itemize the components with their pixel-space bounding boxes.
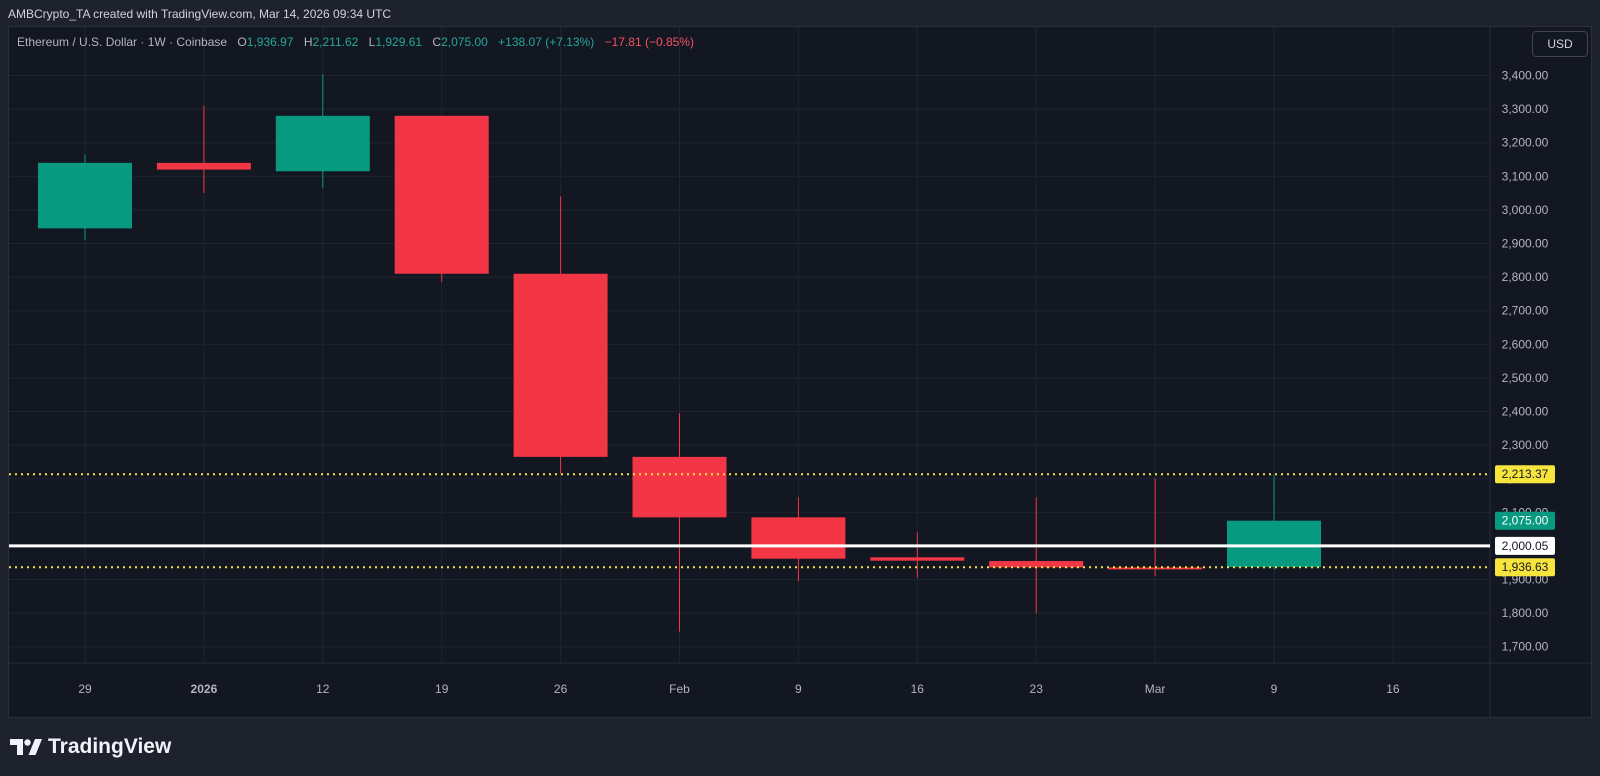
price-axis-badge-label: 2,213.37 [1502,467,1549,481]
candle-body[interactable] [513,273,608,457]
close-label: C [432,35,442,49]
y-tick-label: 2,900.00 [1502,237,1549,251]
low-value: 1,929.61 [375,35,423,49]
high-value: 2,211.62 [312,35,359,49]
open-value: 1,936.97 [246,35,294,49]
x-tick-label: Feb [669,682,690,696]
candle-body[interactable] [870,557,965,561]
x-tick-label: 2026 [191,682,218,696]
y-tick-label: 2,800.00 [1502,270,1549,284]
low-label: L [368,35,376,49]
x-tick-label: 23 [1030,682,1044,696]
symbol-title[interactable]: Ethereum / U.S. Dollar · 1W · Coinbase [17,35,228,49]
price-axis-badge [1495,536,1555,555]
x-tick-label: 19 [435,682,449,696]
y-tick-label: 2,700.00 [1502,304,1549,318]
candle-body[interactable] [1227,520,1321,568]
chart-frame[interactable] [8,26,1592,718]
x-tick-label: 29 [78,682,92,696]
candle-body[interactable] [989,561,1084,568]
change-value: +138.07 (+7.13%) [498,35,595,49]
x-tick-label: 9 [795,682,802,696]
candle-body[interactable] [632,456,727,518]
y-tick-label: 3,300.00 [1502,102,1549,116]
candle-body[interactable] [751,517,846,559]
y-tick-label: 3,100.00 [1502,169,1549,183]
candle-body[interactable] [38,162,132,229]
y-tick-label: 2,500.00 [1502,371,1549,385]
high-label: H [303,35,313,49]
price-axis-badge [1495,511,1555,530]
x-tick-label: 16 [1386,682,1400,696]
tradingview-logo-icon [10,739,42,755]
x-tick-label: 26 [554,682,568,696]
symbol-legend: Ethereum / U.S. Dollar · 1W · Coinbase O… [17,35,694,49]
top-bar: AMBCrypto_TA created with TradingView.co… [0,0,1600,26]
open-label: O [237,35,247,49]
x-tick-label: 9 [1271,682,1278,696]
chart-credit: AMBCrypto_TA created with TradingView.co… [8,7,392,21]
price-axis-badge [1495,558,1555,577]
candle-body[interactable] [156,162,251,170]
brand-name: TradingView [48,735,172,758]
candle-body[interactable] [394,115,489,274]
y-tick-label: 3,000.00 [1502,203,1549,217]
candle-body[interactable] [275,115,370,172]
price-axis-badge-label: 1,936.63 [1502,560,1549,574]
price-axis-badge-label: 2,000.05 [1502,539,1549,553]
y-tick-label: 2,300.00 [1502,438,1549,452]
price-axis-badge-label: 2,075.00 [1502,514,1549,528]
x-tick-label: Mar [1145,682,1166,696]
y-tick-label: 1,700.00 [1502,640,1549,654]
x-tick-label: 16 [911,682,925,696]
price-axis-badge [1495,465,1555,484]
close-value: 2,075.00 [441,35,488,49]
candle-body[interactable] [1108,567,1203,570]
y-tick-label: 2,600.00 [1502,337,1549,351]
y-tick-label: 1,800.00 [1502,606,1549,620]
currency-button[interactable]: USD [1532,31,1588,57]
y-tick-label: 3,200.00 [1502,136,1549,150]
tradingview-brand[interactable]: TradingView [10,732,171,762]
secondary-change-value: −17.81 (−0.85%) [604,35,694,49]
y-tick-label: 3,400.00 [1502,69,1549,83]
y-tick-label: 2,400.00 [1502,405,1549,419]
x-tick-label: 12 [316,682,330,696]
